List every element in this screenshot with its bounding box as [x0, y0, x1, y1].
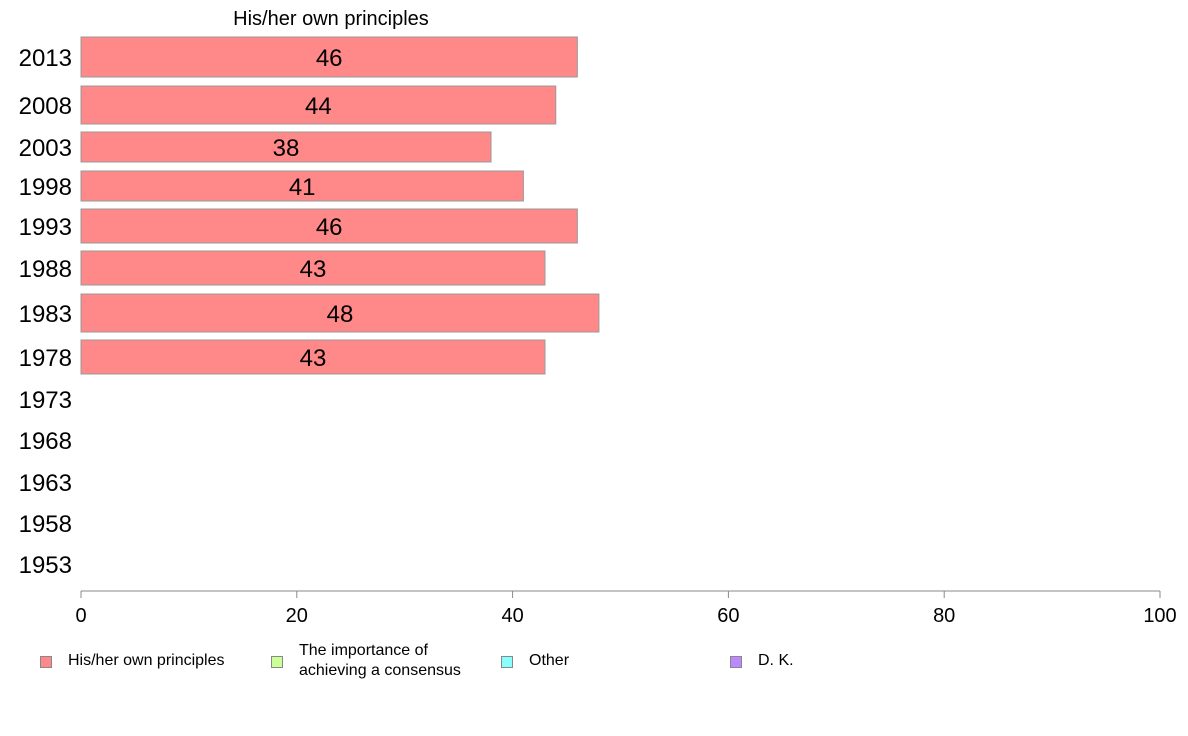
- category-label-2003: 2003: [19, 135, 72, 162]
- x-tick-label-20: 20: [286, 605, 308, 627]
- bar-chart: His/her own principles 4644384146434843 …: [19, 8, 1177, 627]
- category-label-1978: 1978: [19, 345, 72, 372]
- bar-1993: [80, 208, 578, 244]
- bar-2008: [80, 85, 557, 125]
- legend-label-own-principles: His/her own principles: [68, 652, 225, 669]
- bar-label-1983: 48: [327, 301, 354, 328]
- x-tick-label-100: 100: [1143, 605, 1176, 627]
- bar-label-1993: 46: [316, 214, 343, 241]
- legend-item-own-principles: His/her own principles: [40, 652, 225, 671]
- bar-label-2013: 46: [316, 45, 343, 72]
- category-label-1998: 1998: [19, 174, 72, 201]
- x-axis: 0 20 40 60 80 100: [75, 590, 1177, 627]
- category-label-1988: 1988: [19, 256, 72, 283]
- legend-label-consensus-line2: achieving a consensus: [299, 662, 461, 679]
- category-label-1993: 1993: [19, 214, 72, 241]
- category-labels: 2013 2008 2003 1998 1993 1988 1983 1978 1973 1968…: [19, 45, 72, 579]
- legend-swatch-consensus: [271, 656, 283, 668]
- bar-1978: [80, 339, 546, 375]
- bar-1998: [80, 170, 524, 202]
- chart-title: His/her own principles: [233, 8, 429, 30]
- x-tick-label-0: 0: [75, 605, 86, 627]
- legend-label-other: Other: [529, 652, 570, 669]
- category-label-2008: 2008: [19, 93, 72, 120]
- bar-2003: [80, 131, 492, 163]
- legend-item-other: Other: [501, 652, 570, 671]
- legend-label-dk: D. K.: [758, 652, 794, 669]
- bar-1988: [80, 250, 546, 286]
- bar-1983: [80, 293, 600, 333]
- x-tick-label-40: 40: [501, 605, 523, 627]
- legend-swatch-dk: [730, 656, 742, 668]
- category-label-1983: 1983: [19, 301, 72, 328]
- bar-2013: [80, 36, 578, 78]
- legend-item-dk: D. K.: [730, 652, 794, 671]
- legend-label-consensus: The importance of achieving a consensus: [299, 641, 461, 681]
- bar-label-1998: 41: [289, 174, 316, 201]
- category-label-2013: 2013: [19, 45, 72, 72]
- category-label-1958: 1958: [19, 511, 72, 538]
- legend-label-consensus-line1: The importance of: [299, 642, 428, 659]
- category-label-1973: 1973: [19, 387, 72, 414]
- category-label-1963: 1963: [19, 470, 72, 497]
- legend-swatch-other: [501, 656, 513, 668]
- legend-swatch-own-principles: [40, 656, 52, 668]
- x-tick-label-60: 60: [717, 605, 739, 627]
- legend: His/her own principles The importance of…: [0, 640, 1188, 700]
- bar-label-1988: 43: [300, 256, 327, 283]
- category-label-1953: 1953: [19, 552, 72, 579]
- x-tick-label-80: 80: [933, 605, 955, 627]
- bar-label-1978: 43: [300, 345, 327, 372]
- bar-label-2008: 44: [305, 93, 332, 120]
- legend-item-consensus: The importance of achieving a consensus: [271, 641, 461, 681]
- category-label-1968: 1968: [19, 428, 72, 455]
- bar-label-2003: 38: [273, 135, 300, 162]
